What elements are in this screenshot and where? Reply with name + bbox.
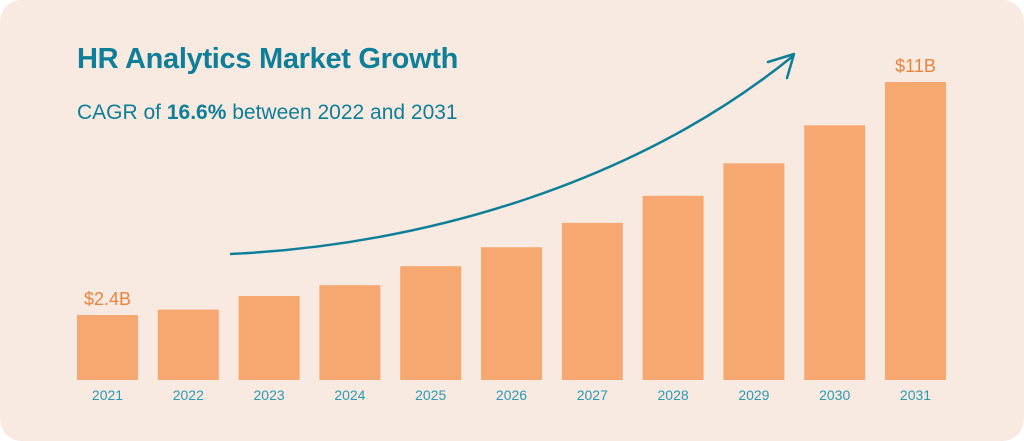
bar-2031 bbox=[885, 82, 946, 380]
cagr-value: 16.6% bbox=[166, 101, 227, 124]
x-tick-label: 2031 bbox=[900, 387, 931, 403]
x-tick-label: 2023 bbox=[254, 387, 285, 403]
x-tick-label: 2027 bbox=[577, 387, 608, 403]
bar-2029 bbox=[723, 163, 785, 380]
subtitle-prefix: CAGR of bbox=[77, 101, 167, 124]
bar-2021 bbox=[77, 314, 138, 380]
chart-subtitle: CAGR of 16.6% between 2022 and 2031 bbox=[77, 101, 458, 125]
chart-title: HR Analytics Market Growth bbox=[77, 43, 459, 75]
bar-2025 bbox=[400, 266, 462, 380]
data-label: $2.4B bbox=[84, 289, 131, 309]
x-tick-label: 2022 bbox=[173, 387, 204, 403]
trend-arrow bbox=[229, 55, 794, 256]
subtitle-suffix: between 2022 and 2031 bbox=[226, 101, 458, 124]
bar-2022 bbox=[157, 309, 219, 380]
x-tick-label: 2026 bbox=[496, 387, 527, 403]
data-label: $11B bbox=[895, 56, 936, 76]
bar-2026 bbox=[481, 247, 542, 380]
bar-2027 bbox=[561, 222, 623, 380]
arrowhead-icon bbox=[766, 52, 796, 80]
x-tick-label: 2025 bbox=[415, 387, 446, 403]
bar-2024 bbox=[319, 285, 381, 380]
x-tick-label: 2028 bbox=[658, 387, 689, 403]
bar-2030 bbox=[804, 125, 866, 380]
x-tick-label: 2030 bbox=[819, 387, 850, 403]
x-tick-label: 2021 bbox=[92, 387, 123, 403]
bar-2023 bbox=[238, 296, 300, 380]
x-tick-label: 2024 bbox=[334, 387, 365, 403]
x-tick-label: 2029 bbox=[738, 387, 769, 403]
bar-2028 bbox=[642, 195, 704, 380]
